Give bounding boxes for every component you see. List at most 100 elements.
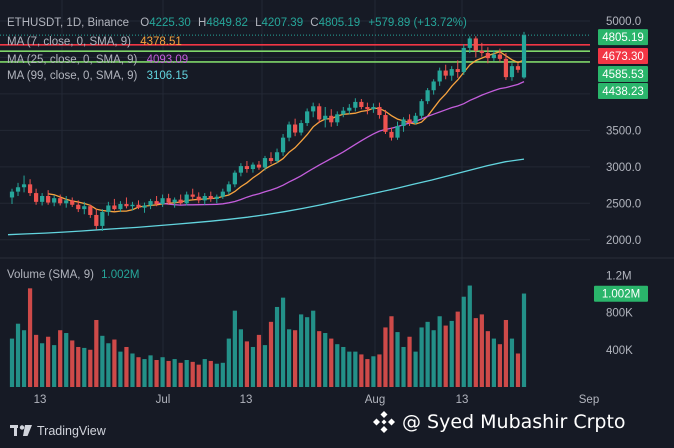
volume-bar: [190, 361, 195, 387]
candle: [262, 155, 268, 171]
candle-body: [347, 107, 352, 111]
candle: [214, 194, 219, 204]
candle-body: [383, 115, 388, 132]
candle: [142, 202, 147, 213]
symbol-label[interactable]: ETHUSDT, 1D, Binance: [7, 17, 130, 29]
tradingview-logo[interactable]: TradingView: [10, 424, 106, 438]
candle: [419, 98, 424, 119]
candle: [377, 102, 382, 119]
symbol-header: ETHUSDT, 1D, Binance O4225.30 H4849.82 L…: [7, 16, 467, 30]
candle: [407, 114, 412, 126]
candle-body: [190, 194, 195, 197]
price-tick-label: 3500.0: [606, 125, 641, 137]
high-value: 4849.82: [206, 17, 248, 29]
volume-bar: [58, 330, 63, 387]
candle-body: [142, 205, 147, 208]
volume-bar: [196, 364, 201, 387]
volume-bar: [64, 333, 69, 387]
volume-bar: [479, 314, 484, 387]
volume-bar: [359, 354, 364, 387]
volume-bar: [317, 331, 322, 387]
volume-bar: [515, 353, 521, 387]
price-badge-label: 4585.53: [602, 69, 644, 81]
candle: [341, 107, 346, 118]
candle-body: [112, 205, 117, 210]
candle-body: [353, 101, 358, 108]
candle-body: [413, 115, 418, 124]
candle-body: [274, 152, 280, 161]
candle: [46, 190, 51, 205]
candle-body: [280, 137, 286, 153]
candle: [196, 192, 201, 204]
candle-body: [166, 198, 171, 203]
candle: [521, 31, 527, 79]
candle: [347, 104, 352, 115]
ma25-legend[interactable]: MA (25, close, 0, SMA, 9) 4093.09: [7, 53, 188, 67]
candle: [268, 152, 274, 164]
candle: [479, 42, 484, 57]
price-badge: 4438.23: [598, 83, 648, 99]
volume-bar: [425, 321, 430, 387]
candle-body: [184, 194, 189, 204]
candle: [413, 112, 418, 125]
volume-bar: [503, 319, 509, 387]
candle: [311, 102, 316, 118]
candle-body: [359, 101, 364, 108]
candle-body: [335, 114, 340, 123]
ma7-value: 4378.51: [140, 36, 182, 48]
candle: [317, 103, 322, 124]
candle: [323, 107, 328, 128]
price-tick-label: 2000.0: [606, 235, 641, 247]
candle: [509, 63, 515, 81]
price-badge: 4805.19: [598, 29, 648, 46]
volume-bar: [142, 359, 147, 387]
volume-bar: [383, 327, 388, 387]
volume-badge-bg: [594, 285, 648, 302]
volume-bar: [106, 343, 111, 387]
candle: [33, 188, 39, 205]
candle-body: [82, 206, 87, 210]
ma7-legend[interactable]: MA (7, close, 0, SMA, 9) 4378.51: [7, 35, 182, 49]
candle: [94, 209, 99, 230]
candle-body: [27, 184, 33, 194]
volume-axis[interactable]: 1.2M 800K 400K: [606, 270, 633, 356]
time-axis[interactable]: 13 Jul 13 Aug 13 Sep: [34, 394, 600, 406]
volume-bar: [148, 355, 153, 387]
volume-bar: [27, 288, 33, 387]
candle: [220, 188, 225, 199]
volume-bar: [335, 344, 340, 387]
volume-bar: [160, 357, 165, 387]
ma99-legend[interactable]: MA (99, close, 0, SMA, 9) 3106.15: [7, 69, 188, 83]
volume-tick-label: 1.2M: [606, 270, 632, 282]
candle-body: [64, 200, 69, 204]
candle-body: [425, 90, 430, 102]
volume-bar: [250, 346, 256, 387]
time-tick-label: 13: [34, 394, 47, 406]
volume-bar: [419, 327, 424, 387]
volume-bar: [491, 338, 496, 387]
candle-body: [449, 69, 454, 76]
candle: [166, 193, 171, 205]
candle-body: [178, 199, 183, 204]
candle: [280, 134, 286, 156]
candle-body: [70, 200, 75, 205]
volume-legend[interactable]: Volume (SMA, 9) 1.002M: [7, 268, 139, 282]
ma25-line: [156, 81, 525, 206]
volume-bar: [305, 317, 310, 387]
volume-value: 1.002M: [101, 269, 140, 281]
price-badge-label: 4438.23: [602, 86, 644, 98]
volume-bar: [88, 349, 93, 387]
candle: [383, 109, 388, 134]
volume-bar: [172, 359, 177, 387]
candle: [467, 36, 472, 54]
candle-body: [521, 35, 527, 78]
candle: [88, 204, 93, 218]
candle: [9, 188, 15, 205]
volume-bar: [82, 347, 87, 387]
author-watermark: @ Syed Mubashir Crpto: [372, 410, 626, 434]
volume-bar: [292, 330, 298, 387]
horizontal-price-lines: [0, 34, 590, 63]
volume-bar: [485, 331, 490, 387]
